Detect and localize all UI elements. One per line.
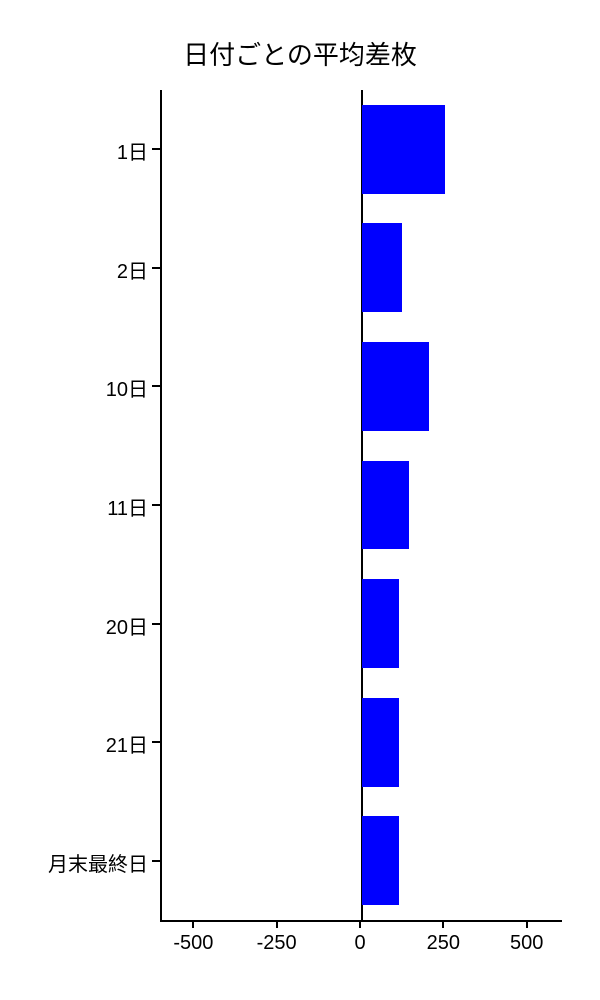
bar <box>362 579 399 668</box>
y-axis-label: 1日 <box>117 136 148 165</box>
x-tick <box>526 920 528 928</box>
y-axis-label: 20日 <box>106 611 148 640</box>
y-tick <box>152 860 160 862</box>
chart-title: 日付ごとの平均差枚 <box>0 35 600 72</box>
bar <box>362 223 402 312</box>
bar <box>362 698 399 787</box>
y-tick <box>152 741 160 743</box>
bar <box>362 461 409 550</box>
y-tick <box>152 148 160 150</box>
bar <box>362 105 445 194</box>
x-axis-label: 250 <box>427 932 460 955</box>
plot-area <box>160 90 562 922</box>
y-tick <box>152 504 160 506</box>
y-axis-label: 10日 <box>106 373 148 402</box>
chart-container: 日付ごとの平均差枚 1日 2日 10日 11日 20日 21日月末最終日 -500 -250 0… <box>0 0 600 1000</box>
y-axis-label: 2日 <box>117 255 148 284</box>
x-axis-label: -250 <box>257 932 297 955</box>
x-tick <box>359 920 361 928</box>
x-axis-label: -500 <box>173 932 213 955</box>
y-axis-label: 21日 <box>106 729 148 758</box>
bar <box>362 816 399 905</box>
y-tick <box>152 385 160 387</box>
y-axis-label: 11日 <box>107 492 148 521</box>
x-axis-label: 0 <box>354 932 365 955</box>
y-tick <box>152 623 160 625</box>
x-axis-label: 500 <box>510 932 543 955</box>
y-axis-label: 月末最終日 <box>48 848 148 877</box>
y-tick <box>152 267 160 269</box>
x-tick <box>192 920 194 928</box>
x-tick <box>442 920 444 928</box>
x-tick <box>276 920 278 928</box>
bar <box>362 342 429 431</box>
